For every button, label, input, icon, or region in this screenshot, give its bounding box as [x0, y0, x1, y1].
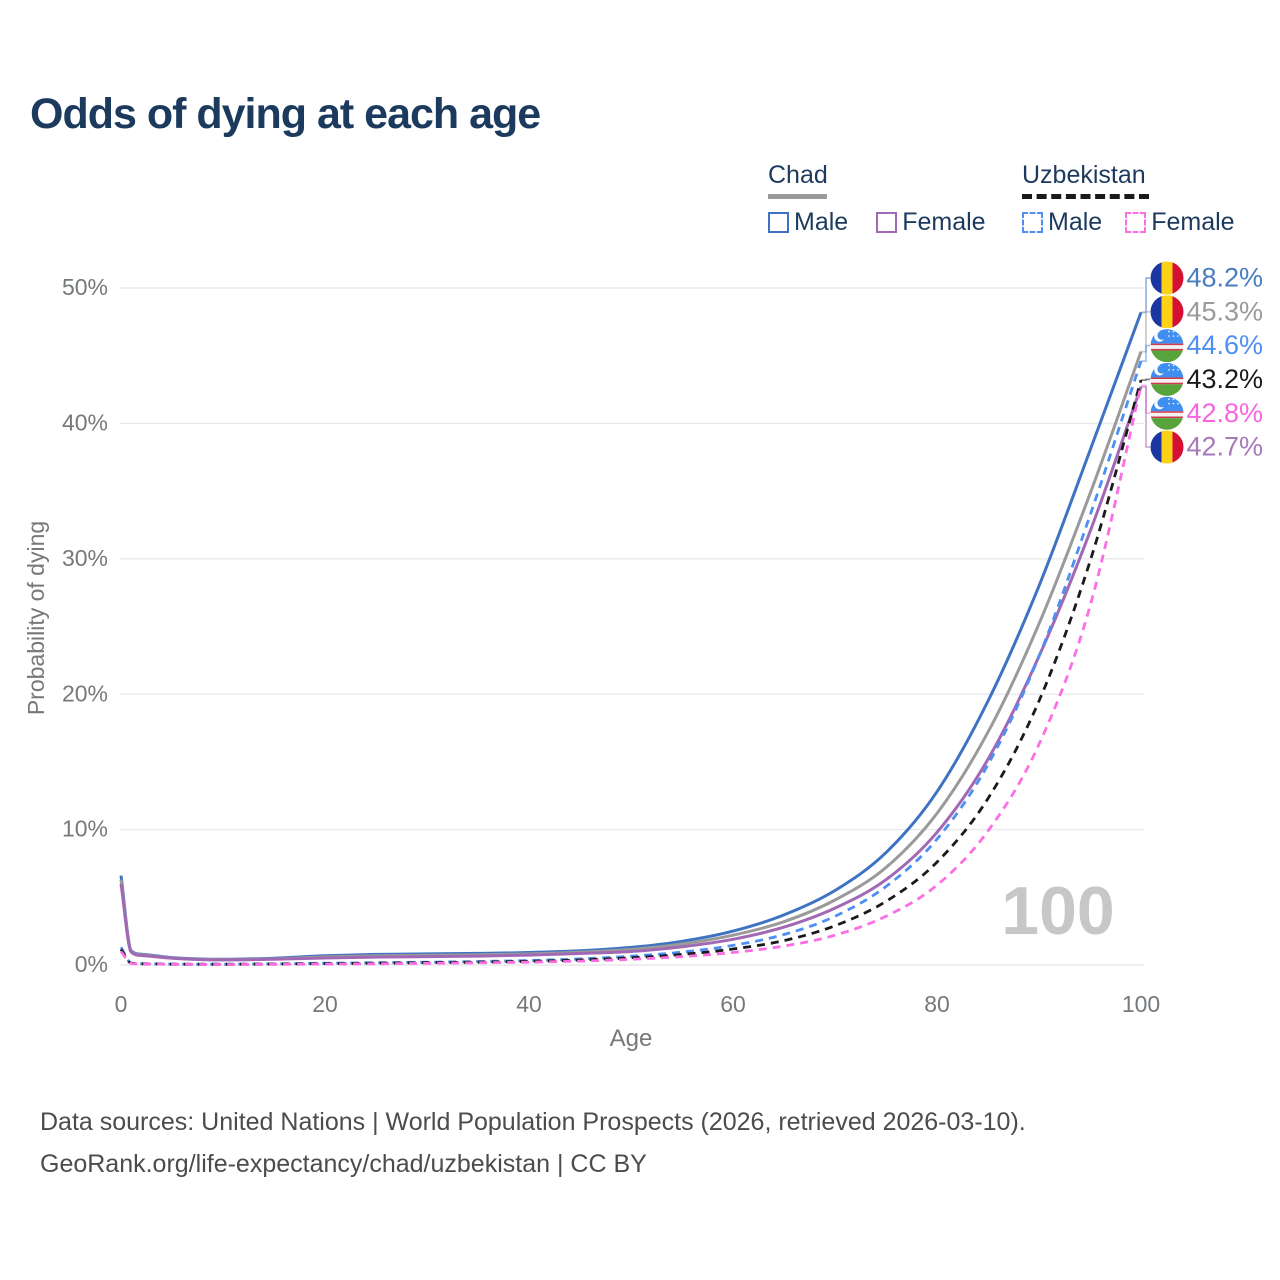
end-value-label-chad-male: 48.2% — [1187, 263, 1264, 293]
flag-icon-uzbekistan — [1150, 329, 1184, 363]
attribution-link-text: GeoRank.org/life-expectancy/chad/uzbekis… — [40, 1150, 647, 1178]
x-tick-label-100: 100 — [1122, 991, 1160, 1017]
legend-item-chad-female[interactable]: Female — [902, 208, 986, 236]
age-counter-watermark: 100 — [1001, 873, 1114, 949]
chad-female-swatch[interactable] — [876, 212, 898, 233]
end-value-label-uzbekistan-both: 43.2% — [1187, 364, 1264, 394]
series-line-chad-both[interactable] — [119, 351, 1143, 962]
end-value-label-uzbekistan-female: 42.8% — [1187, 398, 1264, 428]
data-source-text: Data sources: United Nations | World Pop… — [40, 1108, 1026, 1136]
chad-male-swatch[interactable] — [768, 212, 789, 233]
flag-icon-chad — [1150, 261, 1184, 295]
x-tick-label-20: 20 — [312, 991, 338, 1017]
flag-icon-uzbekistan — [1150, 396, 1184, 430]
end-value-label-chad-both: 45.3% — [1187, 296, 1264, 326]
legend-chad-title: Chad — [768, 161, 828, 189]
legend-item-uzbekistan-female[interactable]: Female — [1151, 208, 1235, 236]
end-label-connector-uzbekistan-male — [1141, 344, 1150, 362]
y-tick-label-20%: 20% — [62, 680, 108, 706]
end-label-connector-chad-both — [1141, 310, 1150, 353]
end-value-label-uzbekistan-male: 44.6% — [1187, 330, 1264, 360]
end-label-connector-uzbekistan-both — [1141, 378, 1150, 381]
end-value-label-chad-female: 42.7% — [1187, 432, 1264, 462]
series-line-chad-male[interactable] — [119, 311, 1143, 961]
uzbekistan-female-swatch[interactable] — [1125, 212, 1147, 233]
legend-item-chad-male[interactable]: Male — [794, 208, 849, 236]
end-label-connector-chad-male — [1141, 277, 1150, 314]
y-tick-label-40%: 40% — [62, 409, 108, 435]
y-tick-label-30%: 30% — [62, 545, 108, 571]
series-line-uzbekistan-female[interactable] — [119, 385, 1143, 966]
mortality-line-chart: 0% 10% 20% 30% 40% 50% 0 20 40 60 80 100 Age Probabil… — [23, 261, 1264, 1052]
legend-group-uzbekistan: Uzbekistan Male Female — [1022, 160, 1235, 237]
chad-line-style-swatch — [768, 194, 827, 199]
uzbekistan-line-style-swatch — [1022, 194, 1149, 199]
series-line-chad-female[interactable] — [119, 386, 1143, 962]
y-axis-title: Probability of dying — [23, 521, 49, 715]
flag-icon-uzbekistan — [1150, 362, 1184, 396]
x-tick-label-80: 80 — [924, 991, 950, 1017]
flag-icon-chad — [1150, 295, 1184, 329]
series-line-uzbekistan-both[interactable] — [119, 379, 1143, 966]
x-tick-label-0: 0 — [115, 991, 128, 1017]
y-tick-label-50%: 50% — [62, 274, 108, 300]
page-title: Odds of dying at each age — [30, 90, 541, 138]
x-tick-label-40: 40 — [516, 991, 542, 1017]
legend-item-uzbekistan-male[interactable]: Male — [1048, 208, 1103, 236]
end-label-connector-chad-female — [1141, 385, 1150, 448]
uzbekistan-male-swatch[interactable] — [1022, 212, 1043, 233]
x-tick-label-60: 60 — [720, 991, 746, 1017]
y-tick-label-0%: 0% — [75, 951, 108, 977]
legend-group-chad: Chad Male Female — [768, 160, 986, 237]
flag-icon-chad — [1150, 430, 1184, 464]
series-line-uzbekistan-male[interactable] — [119, 360, 1143, 966]
x-axis-title: Age — [610, 1025, 653, 1052]
legend-uzbekistan-title: Uzbekistan — [1022, 161, 1146, 189]
chart-area: 0% 10% 20% 30% 40% 50% 0 20 40 60 80 100 Age Probabil… — [0, 240, 1280, 1080]
y-tick-label-10%: 10% — [62, 816, 108, 842]
